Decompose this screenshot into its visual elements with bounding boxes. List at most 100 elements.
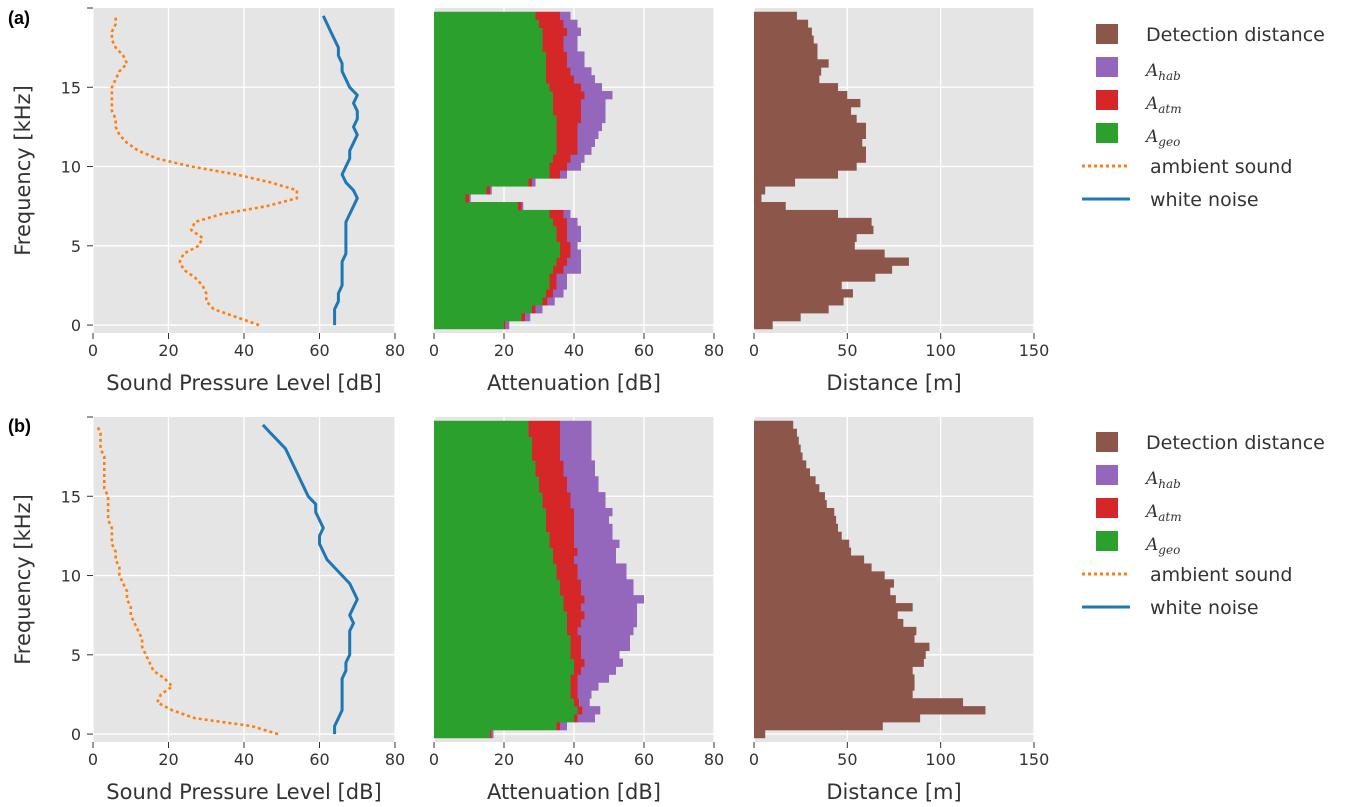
b-dist-bar-distance xyxy=(754,603,913,612)
b-att-bar-geo xyxy=(434,476,539,485)
b-att-bar-geo xyxy=(434,587,560,596)
b-spl-ylabel: Frequency [kHz] xyxy=(11,494,35,665)
b-dist-xtick-label: 50 xyxy=(837,750,857,769)
a-att-bar-geo xyxy=(434,75,546,84)
b-att-bar-atm xyxy=(532,452,560,461)
a-spl-ytick-label: 10 xyxy=(61,158,81,177)
a-att-bar-atm xyxy=(546,67,571,76)
a-dist-bar-distance xyxy=(754,138,863,147)
a-spl-ylabel: Frequency [kHz] xyxy=(11,85,35,256)
a-att-bar-atm xyxy=(553,265,564,274)
b-att-bar-geo xyxy=(434,579,560,588)
b-att-bar-hab xyxy=(581,642,630,652)
a-att-bar-hab xyxy=(567,217,578,227)
a-att-bar-hab xyxy=(577,122,602,132)
b-att-bar-geo xyxy=(434,634,571,644)
a-att-bar-atm xyxy=(553,217,567,227)
b-att-bar-hab xyxy=(577,563,627,572)
a-dist-bar-distance xyxy=(754,162,857,171)
a-dist-bar-distance xyxy=(754,178,796,187)
a-dist-bar-distance xyxy=(754,170,838,179)
a-att-bar-geo xyxy=(434,130,557,139)
a-att-bar-geo xyxy=(434,217,553,227)
a-dist-bar-distance xyxy=(754,19,809,29)
b-att-bar-atm xyxy=(532,436,560,445)
b-dist-xtick-label: 100 xyxy=(925,750,956,769)
b-att-bar-geo xyxy=(434,500,543,509)
a-att-bar-hab xyxy=(553,289,564,298)
a-att-bar-atm xyxy=(556,225,567,235)
b-att-bar-hab xyxy=(560,452,592,461)
a-att-bar-hab xyxy=(567,225,581,235)
b-att-xtick-label: 60 xyxy=(634,750,654,769)
a-dist-bar-distance xyxy=(754,114,857,124)
a-att-bar-geo xyxy=(434,91,553,100)
b-legend-label-main: A xyxy=(1144,502,1158,522)
a-dist-bar-distance xyxy=(754,289,853,298)
a-att-bar-geo xyxy=(434,281,550,290)
a-att-bar-atm xyxy=(553,106,581,116)
a-att-bar-hab xyxy=(577,146,592,155)
b-att-bar-hab xyxy=(567,476,599,485)
b-dist-bar-distance xyxy=(754,468,810,477)
b-spl-ambient-line xyxy=(95,424,279,736)
b-att-bar-geo xyxy=(434,571,557,580)
b-att-bar-geo xyxy=(434,611,567,620)
a-legend-label-sub: geo xyxy=(1158,135,1180,149)
panel-label-a: (a) xyxy=(8,8,30,28)
b-att-bar-geo xyxy=(434,531,550,541)
b-dist-bar-distance xyxy=(754,420,794,430)
a-att-bar-geo xyxy=(434,312,522,322)
a-legend-swatch-1 xyxy=(1096,57,1118,77)
a-att-bar-geo xyxy=(434,257,557,266)
b-spl-ytick-label: 10 xyxy=(61,567,81,586)
a-dist-bar-distance xyxy=(754,257,909,266)
b-att-bar-hab xyxy=(567,484,599,493)
b-dist-bar-distance xyxy=(754,729,766,739)
b-legend-label-main: A xyxy=(1144,469,1158,489)
b-spl-xtick-label: 20 xyxy=(158,750,178,769)
a-att-bar-geo xyxy=(434,209,550,219)
b-att-bar-geo xyxy=(434,698,574,707)
a-legend-label-main: A xyxy=(1144,127,1158,147)
b-att-bar-atm xyxy=(535,460,564,469)
a-att-bar-geo xyxy=(434,67,546,76)
a-att-bar-geo xyxy=(434,249,560,258)
a-dist-xlabel: Distance [m] xyxy=(826,371,961,395)
b-dist-bar-distance xyxy=(754,650,926,659)
b-att-bar-hab xyxy=(560,420,592,430)
a-att-bar-atm xyxy=(532,305,536,314)
b-att-bar-hab xyxy=(560,444,592,453)
a-dist-bar-distance xyxy=(754,67,822,76)
b-att-bar-atm xyxy=(546,523,574,533)
a-att-bar-atm xyxy=(549,281,557,290)
a-att-bar-hab xyxy=(584,91,613,100)
b-dist-bar-distance xyxy=(754,428,797,438)
a-att-bar-geo xyxy=(434,241,560,250)
b-legend-swatch-3 xyxy=(1096,531,1118,551)
b-dist-bar-distance xyxy=(754,690,913,699)
a-att-bar-hab xyxy=(574,75,595,84)
b-att-bar-geo xyxy=(434,618,567,628)
a-dist-bar-distance xyxy=(754,202,786,211)
b-att-bar-hab xyxy=(574,515,609,525)
b-spl-xtick-label: 80 xyxy=(385,750,405,769)
a-att-bar-atm xyxy=(553,154,571,163)
chart-a-attenuation: 0 20 40 60 80 Attenuation [dB] xyxy=(429,8,724,395)
a-att-bar-atm xyxy=(546,75,574,84)
a-spl-xtick-label: 0 xyxy=(88,341,98,360)
a-att-bar-hab xyxy=(521,202,524,211)
b-att-bar-hab xyxy=(581,587,634,596)
a-dist-bar-distance xyxy=(754,281,842,290)
b-legend-label-sub: geo xyxy=(1158,543,1180,557)
chart-a-distance: 0 50 100 150 Distance [m] xyxy=(749,8,1049,395)
b-att-bar-geo xyxy=(434,539,550,548)
a-att-bar-geo xyxy=(434,305,532,314)
b-att-xtick-label: 0 xyxy=(429,750,439,769)
b-att-bar-atm xyxy=(563,603,581,612)
a-spl-ytick-label: 15 xyxy=(61,78,81,97)
b-dist-bar-distance xyxy=(754,531,842,541)
a-att-xlabel: Attenuation [dB] xyxy=(487,371,661,395)
